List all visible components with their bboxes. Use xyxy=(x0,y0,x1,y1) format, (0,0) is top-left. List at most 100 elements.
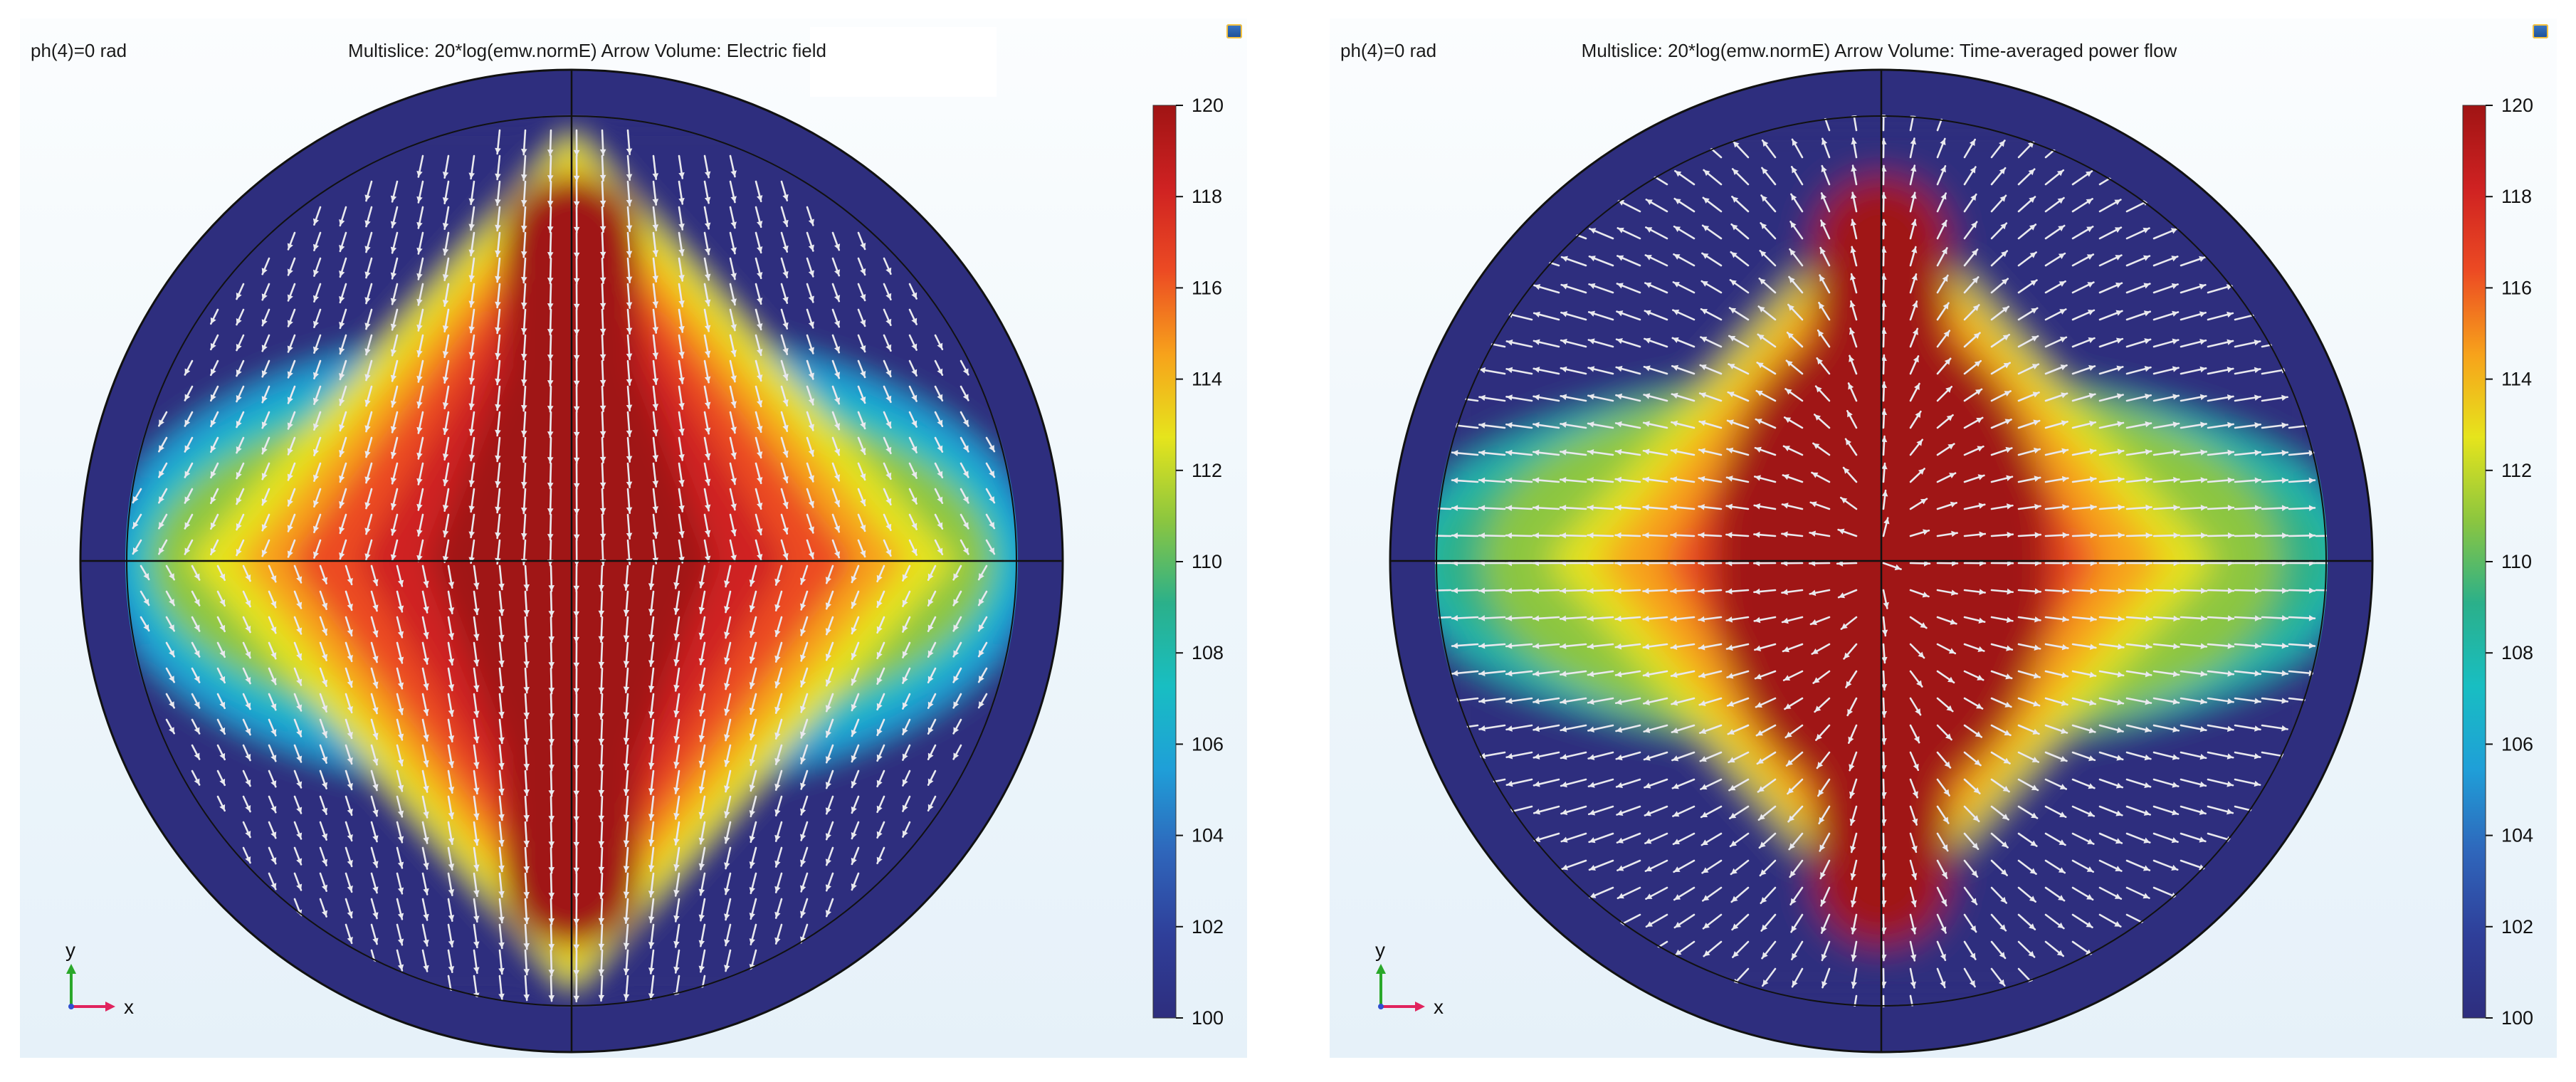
field-arrow-head xyxy=(2062,616,2068,623)
field-arrow-head xyxy=(495,147,501,154)
field-arrow-head xyxy=(598,610,605,616)
field-arrow-head xyxy=(626,148,633,154)
field-arrow-head xyxy=(423,683,429,690)
field-arrow-head xyxy=(321,833,328,840)
field-arrow-head xyxy=(423,939,429,946)
field-arrow-head xyxy=(1533,367,1540,373)
field-arrow-head xyxy=(673,658,680,666)
field-arrow-head xyxy=(876,703,883,710)
field-arrow-head xyxy=(1452,615,1458,621)
field-arrow-head xyxy=(1851,927,1857,934)
field-arrow-head xyxy=(2200,698,2207,705)
field-arrow-head xyxy=(774,783,781,790)
field-arrow-head xyxy=(339,373,345,379)
field-arrow-head xyxy=(270,601,277,608)
field-arrow-head xyxy=(270,755,277,762)
field-arrow-head xyxy=(416,247,423,254)
field-arrow-head xyxy=(1698,644,1705,651)
field-arrow-head xyxy=(885,523,892,530)
field-arrow-head xyxy=(2172,366,2179,372)
field-arrow-head xyxy=(2061,392,2068,399)
field-arrow-head xyxy=(2254,532,2261,539)
field-arrow-head xyxy=(1506,725,1513,732)
field-arrow-head xyxy=(520,430,527,437)
field-arrow-head xyxy=(2115,810,2123,816)
field-arrow-head xyxy=(416,426,423,434)
field-arrow-head xyxy=(1922,592,1929,598)
field-arrow-head xyxy=(339,399,345,405)
field-arrow-head xyxy=(623,635,630,641)
field-arrow-head xyxy=(1615,448,1622,456)
field-arrow-head xyxy=(261,473,268,480)
field-arrow-head xyxy=(339,347,345,354)
colorbar-tick-label: 100 xyxy=(2501,1007,2533,1029)
field-arrow-head xyxy=(860,422,866,429)
field-arrow-head xyxy=(194,727,200,734)
field-arrow-head xyxy=(210,471,216,478)
field-arrow-head xyxy=(1910,954,1917,961)
field-arrow-head xyxy=(927,599,934,606)
field-arrow-head xyxy=(1881,738,1887,745)
field-arrow-head xyxy=(347,809,353,815)
field-arrow-head xyxy=(2029,923,2035,930)
field-arrow-head xyxy=(1791,194,1797,201)
field-arrow-head xyxy=(2117,421,2123,427)
field-arrow-head xyxy=(1671,448,1678,455)
field-arrow-head xyxy=(1940,953,1946,960)
field-arrow-head xyxy=(390,400,397,407)
field-arrow-head xyxy=(885,498,892,505)
field-arrow-head xyxy=(219,573,226,580)
field-arrow-head xyxy=(1644,393,1651,399)
field-arrow-head xyxy=(364,297,371,304)
field-arrow-head xyxy=(1588,421,1594,428)
field-arrow-head xyxy=(2254,339,2261,346)
field-arrow-head xyxy=(2281,505,2288,511)
field-arrow-head xyxy=(1881,765,1887,772)
field-arrow-head xyxy=(698,658,705,665)
field-arrow-head xyxy=(962,496,969,503)
field-arrow-head xyxy=(774,604,781,611)
field-arrow-head xyxy=(1616,421,1622,428)
field-arrow-head xyxy=(774,629,781,636)
field-arrow-head xyxy=(2281,422,2288,429)
field-arrow-head xyxy=(623,917,630,923)
field-arrow-head xyxy=(1533,449,1540,456)
field-arrow-head xyxy=(860,371,866,377)
field-arrow-head xyxy=(1821,138,1828,145)
field-arrow-head xyxy=(2281,615,2288,621)
z-axis-dot xyxy=(1378,1004,1384,1009)
field-arrow-head xyxy=(1782,589,1788,595)
field-arrow-head xyxy=(704,376,711,383)
field-arrow-head xyxy=(1850,246,1856,253)
field-arrow-head xyxy=(1816,386,1822,393)
field-arrow-head xyxy=(1881,819,1887,826)
field-arrow-head xyxy=(2227,698,2234,705)
field-arrow-head xyxy=(2118,532,2124,539)
field-arrow-head xyxy=(937,368,943,375)
field-arrow-head xyxy=(523,968,530,975)
field-arrow-head xyxy=(876,574,883,582)
field-arrow-head xyxy=(416,529,423,536)
field-arrow-head xyxy=(423,862,429,869)
field-arrow-head xyxy=(834,525,841,532)
field-arrow-head xyxy=(989,445,994,452)
graphics-window-icon[interactable] xyxy=(1226,24,1242,38)
field-arrow-head xyxy=(219,599,226,606)
field-arrow-head xyxy=(1784,703,1792,709)
field-arrow-head xyxy=(1479,422,1486,429)
field-arrow-head xyxy=(599,482,606,488)
field-arrow-head xyxy=(2254,615,2261,621)
field-arrow-head xyxy=(2059,309,2066,315)
field-arrow-head xyxy=(1702,867,1709,873)
field-arrow-head xyxy=(159,471,164,478)
field-arrow-head xyxy=(1671,476,1678,483)
field-arrow-head xyxy=(749,656,755,663)
field-arrow-head xyxy=(547,226,554,233)
field-arrow-head xyxy=(1754,531,1760,538)
field-arrow-head xyxy=(1698,476,1705,483)
graphics-window-icon[interactable] xyxy=(2533,24,2548,38)
field-arrow-head xyxy=(1972,305,1980,312)
field-arrow-head xyxy=(749,861,755,868)
field-arrow-head xyxy=(2145,643,2152,650)
field-arrow-head xyxy=(495,173,501,180)
